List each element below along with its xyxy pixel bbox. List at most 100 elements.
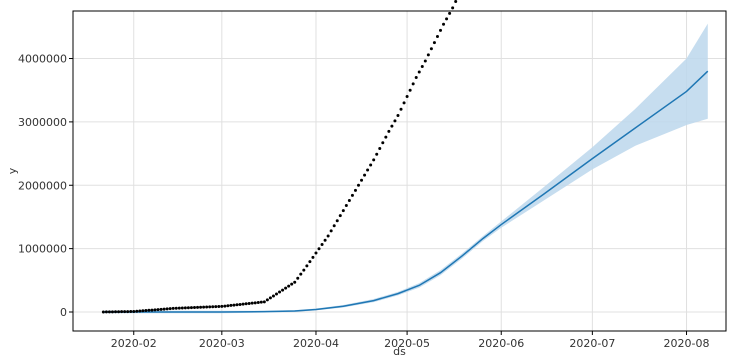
plot-frame: [72, 10, 727, 332]
observed-point: [387, 129, 391, 133]
observed-point: [296, 276, 300, 280]
observed-point: [344, 204, 348, 208]
observed-point: [326, 234, 330, 238]
forecast-line-layer: [103, 70, 709, 313]
observed-point: [445, 17, 449, 21]
observed-point: [144, 309, 148, 313]
observed-point: [411, 82, 415, 86]
observed-point: [265, 298, 269, 302]
observed-point: [107, 310, 111, 314]
observed-point: [439, 28, 443, 32]
observed-point: [353, 188, 357, 192]
observed-point: [168, 307, 172, 311]
observed-point: [393, 119, 397, 123]
observed-point: [147, 308, 151, 312]
x-tick-label: 2020-06: [478, 337, 524, 350]
observed-point: [235, 303, 239, 307]
observed-points-layer: [101, 0, 458, 314]
observed-point: [375, 152, 379, 156]
y-tick-label: 2000000: [18, 179, 67, 192]
observed-point: [141, 309, 145, 313]
observed-point: [347, 198, 351, 202]
observed-point: [287, 284, 291, 288]
observed-point: [202, 305, 206, 309]
observed-point: [299, 272, 303, 276]
observed-point: [399, 107, 403, 111]
observed-point: [369, 163, 373, 167]
observed-point: [278, 290, 282, 294]
observed-point: [165, 307, 169, 311]
uncertainty-band: [103, 23, 708, 314]
observed-point: [174, 306, 178, 310]
observed-point: [253, 301, 257, 305]
observed-point: [308, 260, 312, 264]
observed-point: [247, 301, 251, 305]
observed-point: [150, 308, 154, 312]
observed-point: [332, 224, 336, 228]
y-tick-label: 3000000: [18, 116, 67, 129]
observed-point: [120, 310, 124, 314]
observed-point: [435, 35, 439, 39]
observed-point: [208, 305, 212, 309]
observed-point: [177, 306, 181, 310]
observed-point: [183, 306, 187, 310]
observed-point: [314, 251, 318, 255]
observed-point: [356, 183, 360, 187]
observed-point: [405, 95, 409, 99]
observed-point: [408, 88, 412, 92]
observed-point: [138, 309, 142, 313]
observed-point: [192, 305, 196, 309]
observed-point: [372, 158, 376, 162]
x-axis-ticks: 2020-02 2020-03 2020-04 2020-05 2020-06 2020-…: [111, 331, 710, 350]
observed-point: [274, 292, 278, 296]
observed-point: [390, 124, 394, 128]
observed-point: [454, 0, 458, 3]
y-tick-label: 0: [60, 306, 67, 319]
x-tick-label: 2020-03: [199, 337, 245, 350]
x-axis-label: ds: [393, 345, 406, 356]
observed-point: [123, 310, 127, 314]
observed-point: [256, 301, 260, 305]
observed-point: [262, 300, 266, 304]
observed-point: [199, 305, 203, 309]
uncertainty-band-layer: [103, 23, 708, 314]
observed-point: [426, 53, 430, 57]
x-tick-label: 2020-05: [384, 337, 430, 350]
observed-point: [293, 280, 297, 284]
x-tick-label: 2020-08: [664, 337, 710, 350]
observed-point: [451, 6, 455, 10]
observed-point: [360, 178, 364, 182]
observed-point: [290, 282, 294, 286]
observed-point: [226, 304, 230, 308]
observed-point: [162, 307, 166, 311]
x-tick-label: 2020-02: [111, 337, 157, 350]
observed-point: [414, 76, 418, 80]
observed-point: [126, 310, 130, 314]
x-tick-label: 2020-04: [293, 337, 339, 350]
observed-point: [284, 286, 288, 290]
observed-point: [335, 219, 339, 223]
observed-point: [320, 243, 324, 247]
y-axis-label: y: [6, 167, 19, 174]
observed-point: [420, 65, 424, 69]
observed-point: [281, 288, 285, 292]
observed-point: [114, 310, 118, 314]
observed-point: [101, 310, 105, 314]
observed-point: [305, 264, 309, 268]
observed-point: [366, 168, 370, 172]
observed-point: [311, 255, 315, 259]
observed-point: [189, 306, 193, 310]
observed-point: [402, 101, 406, 105]
observed-point: [171, 306, 175, 310]
observed-point: [302, 268, 306, 272]
y-axis-ticks: 0 1000000 2000000 3000000 4000000: [18, 53, 73, 319]
observed-point: [153, 308, 157, 312]
observed-point: [350, 193, 354, 197]
observed-point: [329, 229, 333, 233]
observed-point: [442, 22, 446, 26]
observed-point: [241, 302, 245, 306]
observed-point: [271, 294, 275, 298]
observed-point: [432, 41, 436, 45]
y-tick-label: 1000000: [18, 243, 67, 256]
observed-point: [211, 305, 215, 309]
